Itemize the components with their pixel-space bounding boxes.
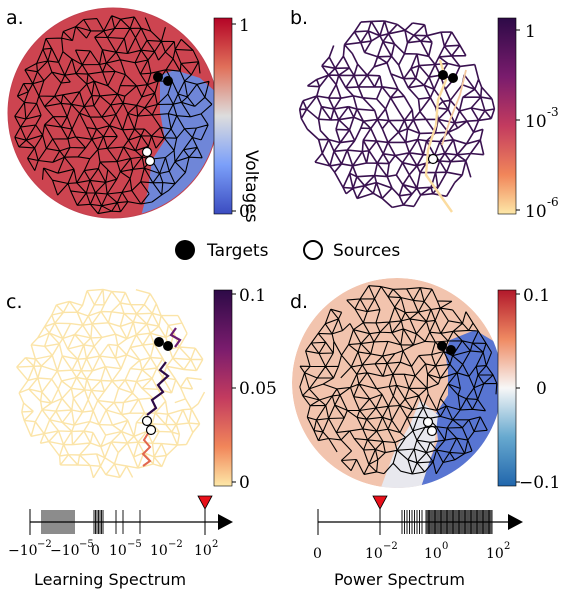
- spectrum-marker: [197, 495, 213, 510]
- spectrum-tick: 0: [91, 543, 100, 559]
- learning-path: [169, 327, 182, 348]
- source-marker: [303, 240, 323, 260]
- spectrum-marker: [372, 495, 388, 510]
- lattice-edges: [16, 288, 206, 479]
- colorbar-tick: 10: [525, 202, 547, 222]
- source-node: [144, 155, 156, 167]
- colorbar-power: [497, 289, 517, 487]
- spectrum-title: Learning Spectrum: [34, 570, 186, 589]
- colorbar-tick: 10: [525, 112, 547, 132]
- panel-c: c. 0.1 0.05 0: [6, 286, 277, 493]
- spectrum-tick: 10: [486, 546, 504, 562]
- colorbar-tick-exponent: -6: [547, 195, 559, 209]
- colorbar-tick: 0.05: [239, 379, 277, 399]
- target-node: [448, 73, 458, 83]
- colorbar-tick-exponent: -3: [547, 105, 559, 119]
- network-lattice: [16, 288, 206, 479]
- lattice-edges: [298, 20, 496, 209]
- legend-sources: Sources: [333, 241, 400, 261]
- colorbar-tick: 0.1: [523, 286, 550, 306]
- spectrum-tick: 10: [424, 546, 442, 562]
- colorbar-tick: 0.1: [239, 286, 266, 306]
- svg-text:2: 2: [504, 541, 510, 552]
- network-lattice: [298, 20, 496, 209]
- panel-b: b. 1 10 -3 10 -6: [290, 7, 559, 222]
- svg-text:−5: −5: [79, 539, 94, 550]
- panel-d: d. 0.1 0 −0.1: [290, 278, 560, 493]
- learning-path: [146, 361, 170, 416]
- spectrum-tick: 10: [109, 543, 127, 559]
- source-node: [141, 146, 153, 158]
- learning-spectrum: −10 −2 −10 −5 0 10 −5 10 −2 10 2 Learnin…: [8, 495, 233, 589]
- colorbar-tick: 0: [239, 473, 250, 493]
- spectrum-tick: 0: [313, 546, 322, 562]
- colorbar-tick: −0.1: [519, 473, 560, 493]
- svg-text:−2: −2: [37, 539, 52, 550]
- target-node: [446, 345, 456, 355]
- panel-letter: d.: [290, 291, 308, 313]
- source-node: [145, 424, 157, 436]
- axis-arrow: [508, 514, 523, 530]
- spectrum-tick: 10: [365, 546, 383, 562]
- source-node: [422, 416, 434, 428]
- spectrum-tick: −10: [50, 543, 80, 559]
- network-lattice: [299, 285, 498, 475]
- colorbar-tick: 1: [239, 16, 250, 36]
- lattice-edges: [299, 285, 498, 475]
- source-node: [141, 415, 153, 427]
- panel-a: a. 1 0 Voltages: [6, 7, 261, 223]
- spectrum-tick: 10: [194, 543, 212, 559]
- colorbar-magnitude: [497, 17, 517, 215]
- source-node: [426, 425, 438, 437]
- colorbar-learning: [213, 289, 233, 487]
- svg-text:0: 0: [442, 541, 448, 552]
- power-spectrum: 0 10 −2 10 0 10 2 Power Spectrum: [313, 495, 523, 589]
- svg-text:−2: −2: [383, 541, 398, 552]
- learning-path: [141, 429, 152, 467]
- learning-path: [441, 69, 467, 146]
- colorbar-tick: 1: [525, 22, 536, 42]
- network-lattice: [14, 15, 213, 215]
- target-node: [163, 341, 173, 351]
- panel-letter: b.: [290, 7, 308, 29]
- svg-text:−5: −5: [127, 539, 142, 550]
- spectrum-lines: [41, 510, 141, 534]
- spectrum-tick: −10: [8, 543, 38, 559]
- panel-letter: c.: [6, 291, 23, 313]
- legend: Targets Sources: [175, 240, 400, 261]
- target-node: [153, 72, 163, 82]
- colorbar-tick: 0: [239, 202, 250, 222]
- spectrum-lines: [401, 510, 493, 534]
- colorbar-tick: 0: [536, 379, 547, 399]
- colorbar-title: Voltages: [241, 150, 261, 223]
- target-node: [154, 337, 164, 347]
- target-node: [437, 341, 447, 351]
- lattice-edges: [14, 15, 213, 215]
- legend-targets: Targets: [206, 241, 269, 261]
- svg-text:−2: −2: [168, 539, 183, 550]
- spectrum-title: Power Spectrum: [334, 570, 465, 589]
- target-node: [163, 76, 173, 86]
- target-marker: [175, 240, 195, 260]
- colorbar-voltages: [213, 17, 233, 215]
- target-node: [438, 70, 448, 80]
- learning-path: [424, 59, 453, 213]
- panel-letter: a.: [6, 7, 24, 29]
- svg-text:2: 2: [212, 539, 218, 550]
- source-node: [427, 153, 439, 165]
- axis-arrow: [218, 514, 233, 530]
- spectrum-tick: 10: [150, 543, 168, 559]
